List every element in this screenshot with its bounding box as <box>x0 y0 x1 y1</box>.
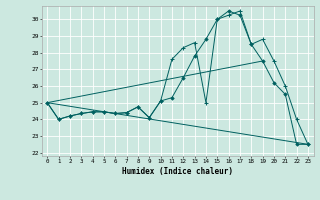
X-axis label: Humidex (Indice chaleur): Humidex (Indice chaleur) <box>122 167 233 176</box>
